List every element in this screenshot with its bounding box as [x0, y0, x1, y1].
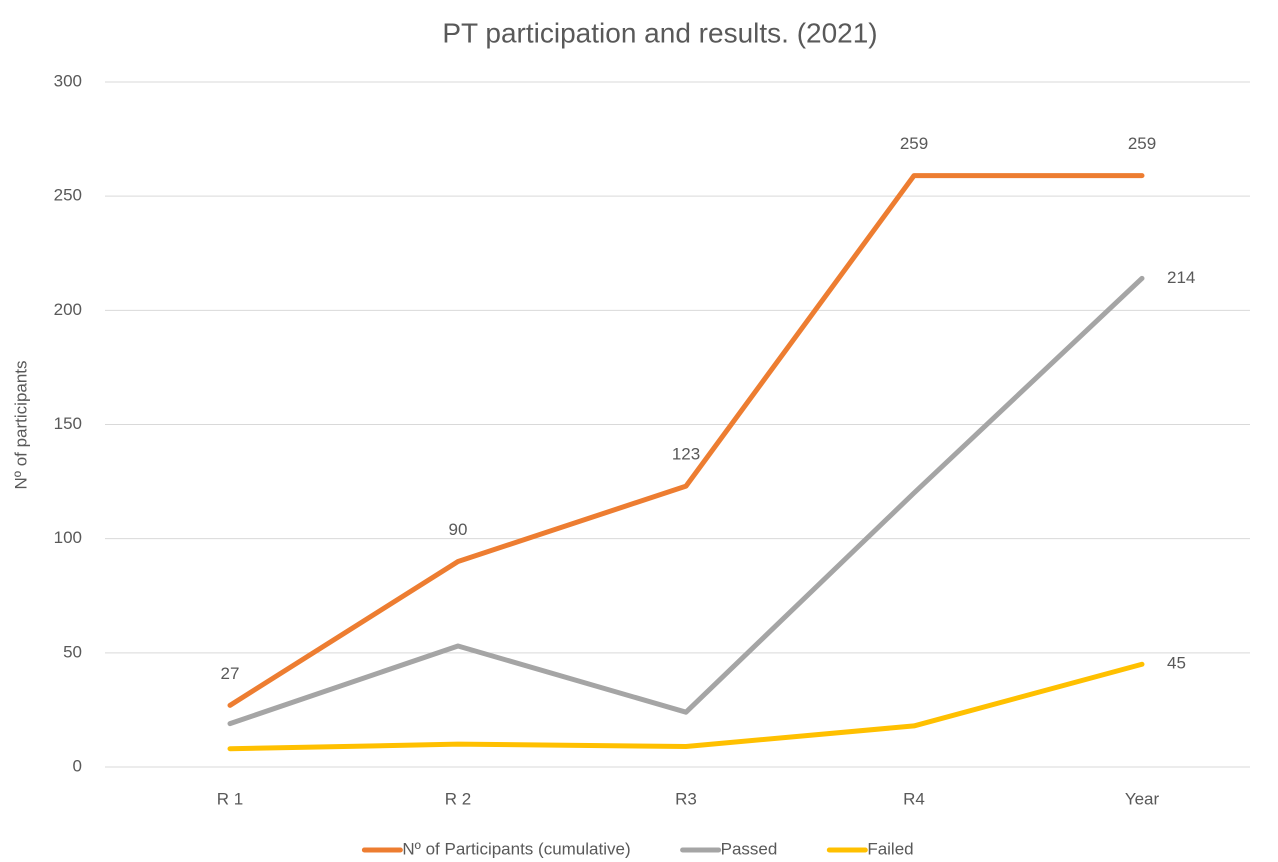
- data-label: 214: [1167, 268, 1195, 287]
- y-tick-label: 250: [54, 186, 82, 205]
- y-tick-label: 150: [54, 414, 82, 433]
- y-tick-label: 100: [54, 528, 82, 547]
- data-label: 123: [672, 445, 700, 464]
- x-tick-label: Year: [1125, 789, 1160, 808]
- series-line: [227, 173, 1145, 708]
- series-line: [227, 275, 1145, 727]
- y-tick-label: 300: [54, 71, 82, 90]
- data-label: 259: [1128, 134, 1156, 153]
- data-label: 45: [1167, 654, 1186, 673]
- x-tick-label: R 2: [445, 789, 471, 808]
- legend-label: Failed: [867, 839, 913, 858]
- y-tick-label: 0: [73, 756, 82, 775]
- y-tick-label: 50: [63, 642, 82, 661]
- series-line: [227, 661, 1145, 752]
- x-tick-label: R3: [675, 789, 697, 808]
- x-tick-label: R4: [903, 789, 925, 808]
- y-tick-label: 200: [54, 300, 82, 319]
- data-label: 259: [900, 134, 928, 153]
- x-tick-label: R 1: [217, 789, 243, 808]
- data-label: 27: [221, 664, 240, 683]
- data-label: 90: [449, 520, 468, 539]
- legend-label: Nº of Participants (cumulative): [402, 839, 630, 858]
- legend-label: Passed: [721, 839, 778, 858]
- y-axis-label: Nº of participants: [11, 360, 30, 489]
- chart-title: PT participation and results. (2021): [442, 17, 877, 48]
